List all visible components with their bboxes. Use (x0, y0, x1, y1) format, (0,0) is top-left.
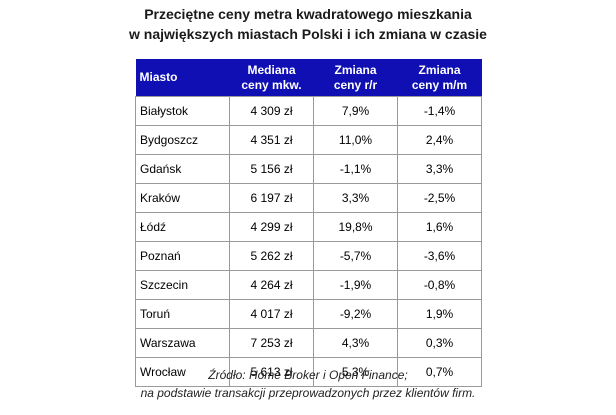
cell-city: Toruń (135, 299, 230, 329)
cell-price: 5 613 zł (229, 357, 314, 387)
cell-change-mm: 0,3% (397, 328, 482, 358)
cell-city: Białystok (135, 96, 230, 126)
source-note: Źródło: Home Broker i Open Finance; na p… (0, 366, 616, 402)
header-row: Miasto Mediana ceny mkw. Zmiana ceny r/r… (135, 59, 482, 97)
table-row: Białystok 4 309 zł 7,9% -1,4% (135, 96, 482, 126)
cell-change-mm: 1,9% (397, 299, 482, 329)
table-row: Łódź 4 299 zł 19,8% 1,6% (135, 212, 482, 242)
cell-change-yy: -1,1% (313, 154, 398, 184)
cell-change-yy: -5,7% (313, 241, 398, 271)
cell-price: 4 264 zł (229, 270, 314, 300)
cell-change-yy: 7,9% (313, 96, 398, 126)
table-row: Bydgoszcz 4 351 zł 11,0% 2,4% (135, 125, 482, 155)
header-yy-line-2: ceny r/r (333, 77, 378, 92)
source-line-1: Źródło: Home Broker i Open Finance; (208, 368, 408, 382)
header-change-mm: Zmiana ceny m/m (397, 59, 482, 97)
header-city: Miasto (135, 59, 230, 97)
header-mm-line-2: ceny m/m (411, 77, 468, 92)
header-price-line-1: Mediana (247, 62, 296, 77)
table-row: Wrocław 5 613 zł 5,3% 0,7% (135, 357, 482, 387)
price-table: Miasto Mediana ceny mkw. Zmiana ceny r/r… (135, 59, 482, 387)
table-body: Białystok 4 309 zł 7,9% -1,4% Bydgoszcz … (135, 96, 482, 387)
cell-change-yy: 11,0% (313, 125, 398, 155)
cell-change-mm: 3,3% (397, 154, 482, 184)
cell-city: Warszawa (135, 328, 230, 358)
table-row: Poznań 5 262 zł -5,7% -3,6% (135, 241, 482, 271)
header-price-line-2: ceny mkw. (241, 77, 302, 92)
header-city-label: Miasto (139, 70, 178, 84)
cell-city: Szczecin (135, 270, 230, 300)
cell-price: 4 351 zł (229, 125, 314, 155)
table-row: Gdańsk 5 156 zł -1,1% 3,3% (135, 154, 482, 184)
cell-change-yy: 4,3% (313, 328, 398, 358)
cell-change-yy: -9,2% (313, 299, 398, 329)
cell-city: Poznań (135, 241, 230, 271)
cell-change-mm: -1,4% (397, 96, 482, 126)
header-yy-line-1: Zmiana (334, 62, 377, 77)
cell-city: Wrocław (135, 357, 230, 387)
header-price: Mediana ceny mkw. (229, 59, 314, 97)
cell-price: 7 253 zł (229, 328, 314, 358)
table-row: Warszawa 7 253 zł 4,3% 0,3% (135, 328, 482, 358)
cell-change-mm: -3,6% (397, 241, 482, 271)
cell-city: Kraków (135, 183, 230, 213)
cell-change-mm: 0,7% (397, 357, 482, 387)
cell-change-mm: 2,4% (397, 125, 482, 155)
table-row: Kraków 6 197 zł 3,3% -2,5% (135, 183, 482, 213)
cell-city: Bydgoszcz (135, 125, 230, 155)
title-line-2: w największych miastach Polski i ich zmi… (129, 26, 487, 42)
page-title: Przeciętne ceny metra kwadratowego miesz… (0, 4, 616, 44)
cell-city: Gdańsk (135, 154, 230, 184)
source-line-2: na podstawie transakcji przeprowadzonych… (140, 386, 476, 400)
cell-price: 5 156 zł (229, 154, 314, 184)
cell-change-yy: 19,8% (313, 212, 398, 242)
cell-change-mm: 1,6% (397, 212, 482, 242)
cell-price: 4 299 zł (229, 212, 314, 242)
title-line-1: Przeciętne ceny metra kwadratowego miesz… (144, 6, 472, 22)
cell-price: 4 017 zł (229, 299, 314, 329)
cell-price: 5 262 zł (229, 241, 314, 271)
cell-change-yy: 3,3% (313, 183, 398, 213)
cell-price: 4 309 zł (229, 96, 314, 126)
cell-change-mm: -0,8% (397, 270, 482, 300)
cell-city: Łódź (135, 212, 230, 242)
header-change-yy: Zmiana ceny r/r (313, 59, 398, 97)
table-row: Toruń 4 017 zł -9,2% 1,9% (135, 299, 482, 329)
header-mm-line-1: Zmiana (418, 62, 461, 77)
table-header: Miasto Mediana ceny mkw. Zmiana ceny r/r… (135, 59, 482, 97)
cell-change-mm: -2,5% (397, 183, 482, 213)
cell-change-yy: -1,9% (313, 270, 398, 300)
table-row: Szczecin 4 264 zł -1,9% -0,8% (135, 270, 482, 300)
cell-price: 6 197 zł (229, 183, 314, 213)
